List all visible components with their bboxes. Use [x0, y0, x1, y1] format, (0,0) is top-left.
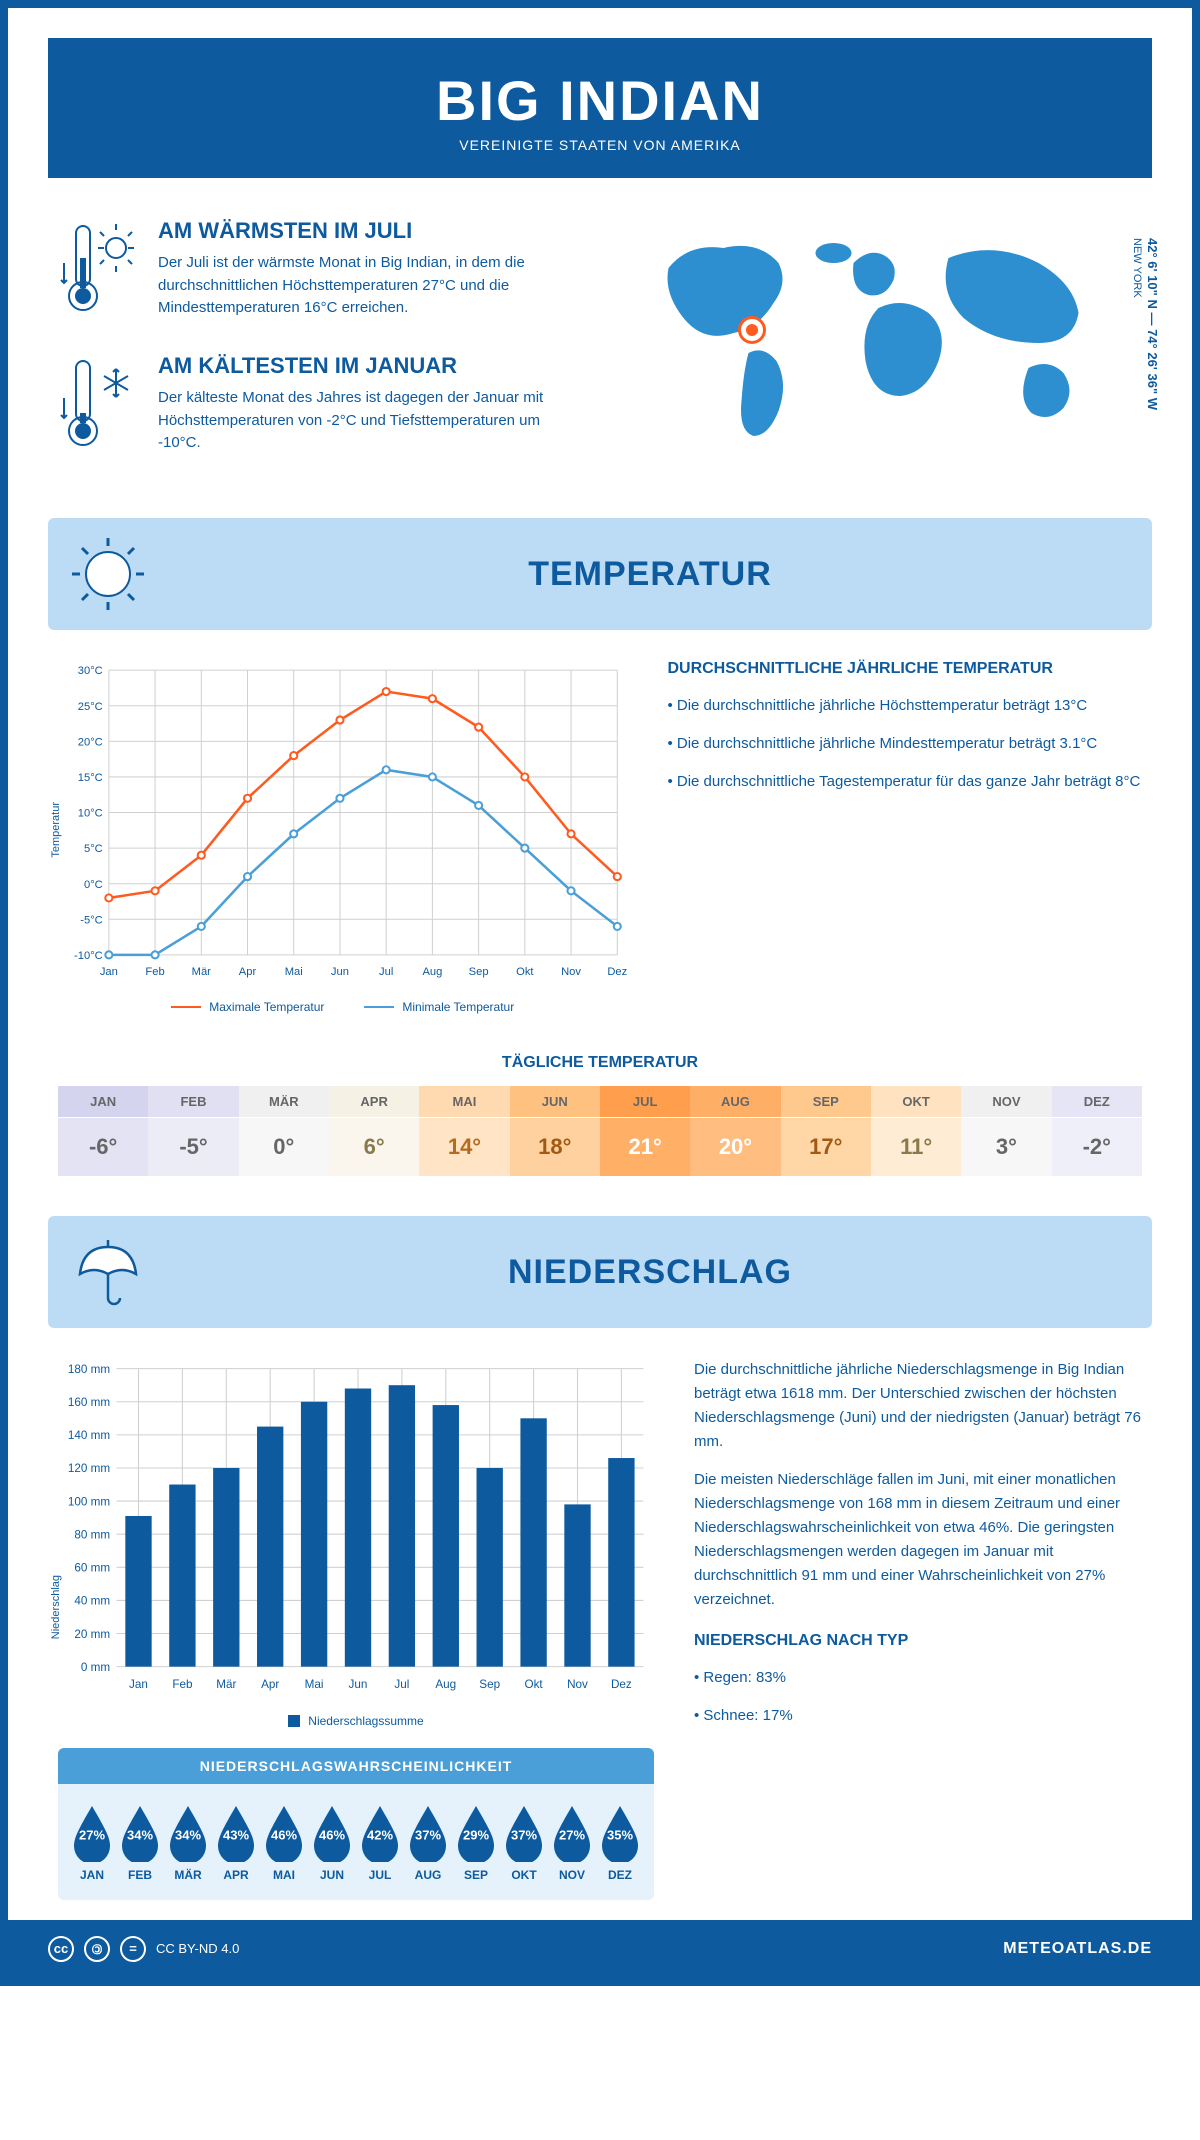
- svg-text:140 mm: 140 mm: [68, 1430, 110, 1443]
- svg-text:Jan: Jan: [129, 1678, 148, 1691]
- precipitation-chart: Niederschlag 0 mm20 mm40 mm60 mm80 mm100…: [58, 1358, 654, 1900]
- precip-legend: Niederschlagssumme: [58, 1714, 654, 1728]
- svg-text:Jan: Jan: [100, 966, 118, 978]
- section-title: TEMPERATUR: [178, 555, 1122, 594]
- by-icon: 🄯: [84, 1936, 110, 1962]
- temperature-section-bar: TEMPERATUR: [48, 518, 1152, 630]
- svg-text:Aug: Aug: [422, 966, 442, 978]
- coldest-text: Der kälteste Monat des Jahres ist dagege…: [158, 387, 585, 455]
- svg-text:Mär: Mär: [216, 1678, 236, 1691]
- svg-text:120 mm: 120 mm: [68, 1463, 110, 1476]
- daily-temp-title: TÄGLICHE TEMPERATUR: [8, 1054, 1192, 1072]
- svg-text:40 mm: 40 mm: [74, 1595, 110, 1608]
- svg-text:Jun: Jun: [349, 1678, 368, 1691]
- license: cc 🄯 = CC BY-ND 4.0: [48, 1936, 239, 1962]
- section-title: NIEDERSCHLAG: [178, 1253, 1122, 1292]
- svg-text:Nov: Nov: [567, 1678, 588, 1691]
- warmest-fact: AM WÄRMSTEN IM JULI Der Juli ist der wär…: [58, 218, 585, 323]
- svg-text:Sep: Sep: [479, 1678, 500, 1691]
- svg-text:Nov: Nov: [561, 966, 581, 978]
- svg-text:Jul: Jul: [394, 1678, 409, 1691]
- svg-text:100 mm: 100 mm: [68, 1496, 110, 1509]
- svg-text:Sep: Sep: [469, 966, 489, 978]
- daily-temp-table: JAN-6°FEB-5°MÄR0°APR6°MAI14°JUN18°JUL21°…: [58, 1086, 1142, 1176]
- nd-icon: =: [120, 1936, 146, 1962]
- svg-text:Okt: Okt: [525, 1678, 544, 1691]
- svg-text:5°C: 5°C: [84, 843, 103, 855]
- svg-text:25°C: 25°C: [78, 701, 103, 713]
- svg-text:Mär: Mär: [192, 966, 212, 978]
- svg-text:0°C: 0°C: [84, 879, 103, 891]
- svg-text:Jul: Jul: [379, 966, 393, 978]
- cc-icon: cc: [48, 1936, 74, 1962]
- svg-text:Dez: Dez: [611, 1678, 632, 1691]
- svg-text:160 mm: 160 mm: [68, 1396, 110, 1409]
- svg-text:15°C: 15°C: [78, 772, 103, 784]
- page-title: BIG INDIAN: [48, 68, 1152, 133]
- svg-text:Mai: Mai: [285, 966, 303, 978]
- svg-text:Apr: Apr: [239, 966, 257, 978]
- page: BIG INDIAN VEREINIGTE STAATEN VON AMERIK…: [0, 0, 1200, 1986]
- warmest-title: AM WÄRMSTEN IM JULI: [158, 218, 585, 244]
- footer: cc 🄯 = CC BY-ND 4.0 METEOATLAS.DE: [8, 1920, 1192, 1978]
- svg-text:20°C: 20°C: [78, 736, 103, 748]
- header: BIG INDIAN VEREINIGTE STAATEN VON AMERIK…: [48, 38, 1152, 178]
- intro-section: AM WÄRMSTEN IM JULI Der Juli ist der wär…: [8, 178, 1192, 518]
- coldest-fact: AM KÄLTESTEN IM JANUAR Der kälteste Mona…: [58, 353, 585, 458]
- temperature-summary: DURCHSCHNITTLICHE JÄHRLICHE TEMPERATUR •…: [667, 660, 1142, 1014]
- sun-icon: [68, 534, 148, 614]
- thermometer-cold-icon: [58, 353, 138, 458]
- thermometer-hot-icon: [58, 218, 138, 323]
- svg-text:Okt: Okt: [516, 966, 534, 978]
- precipitation-section-bar: NIEDERSCHLAG: [48, 1216, 1152, 1328]
- temp-legend: Maximale Temperatur Minimale Temperatur: [58, 1000, 627, 1014]
- svg-text:Feb: Feb: [145, 966, 164, 978]
- svg-text:Feb: Feb: [172, 1678, 193, 1691]
- svg-text:30°C: 30°C: [78, 665, 103, 677]
- site-name: METEOATLAS.DE: [1003, 1940, 1152, 1958]
- world-map: [615, 218, 1142, 458]
- svg-text:-5°C: -5°C: [80, 914, 102, 926]
- svg-text:180 mm: 180 mm: [68, 1363, 110, 1376]
- page-subtitle: VEREINIGTE STAATEN VON AMERIKA: [48, 137, 1152, 153]
- svg-text:0 mm: 0 mm: [81, 1661, 110, 1674]
- svg-text:Mai: Mai: [305, 1678, 324, 1691]
- svg-text:60 mm: 60 mm: [74, 1562, 110, 1575]
- svg-text:Jun: Jun: [331, 966, 349, 978]
- svg-text:Apr: Apr: [261, 1678, 279, 1691]
- temperature-chart: Temperatur -10°C-5°C0°C5°C10°C15°C20°C25…: [58, 660, 627, 1014]
- warmest-text: Der Juli ist der wärmste Monat in Big In…: [158, 252, 585, 320]
- svg-text:Aug: Aug: [435, 1678, 456, 1691]
- svg-text:Dez: Dez: [607, 966, 627, 978]
- svg-text:-10°C: -10°C: [74, 950, 103, 962]
- svg-text:20 mm: 20 mm: [74, 1628, 110, 1641]
- precipitation-probability: NIEDERSCHLAGSWAHRSCHEINLICHKEIT 27%JAN34…: [58, 1748, 654, 1900]
- coldest-title: AM KÄLTESTEN IM JANUAR: [158, 353, 585, 379]
- umbrella-icon: [68, 1232, 148, 1312]
- precipitation-summary: Die durchschnittliche jährliche Niedersc…: [694, 1358, 1142, 1900]
- svg-text:80 mm: 80 mm: [74, 1529, 110, 1542]
- svg-text:10°C: 10°C: [78, 808, 103, 820]
